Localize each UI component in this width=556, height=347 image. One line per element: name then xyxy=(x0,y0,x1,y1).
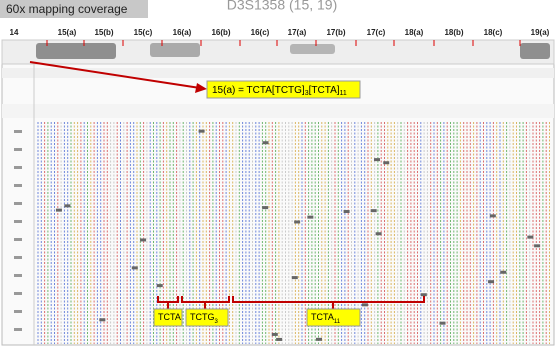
read-mark xyxy=(294,220,300,223)
overview-bar xyxy=(150,43,200,57)
annotation-text: [TCTA] xyxy=(309,85,340,96)
read-mark xyxy=(500,271,506,274)
read-mark xyxy=(362,303,368,306)
motif-label: TCTA xyxy=(158,312,181,322)
row-label xyxy=(14,310,22,313)
annotation: 15(a) = TCTA[TCTG]3[TCTA]11 xyxy=(212,85,347,97)
subscript: 11 xyxy=(340,90,347,97)
read-mark xyxy=(262,206,268,209)
read-mark xyxy=(440,322,446,325)
allele-label: 19(a) xyxy=(531,28,550,37)
row-label xyxy=(14,256,22,259)
overview-bar xyxy=(520,43,550,59)
read-mark xyxy=(307,216,313,219)
allele-label: 16(a) xyxy=(173,28,192,37)
annotation-text: 15(a) = TCTA[TCTG] xyxy=(212,85,305,96)
read-mark xyxy=(64,204,70,207)
ref-track xyxy=(2,104,554,118)
allele-label: 14 xyxy=(10,28,19,37)
row-label xyxy=(14,184,22,187)
read-mark xyxy=(276,338,282,341)
badge: 60x mapping coverage xyxy=(6,2,128,16)
allele-label: 17(b) xyxy=(326,28,345,37)
read-mark xyxy=(534,244,540,247)
read-mark xyxy=(263,141,269,144)
read-mark xyxy=(421,293,427,296)
read-mark xyxy=(344,210,350,213)
overview-bar xyxy=(290,44,335,54)
allele-label: 16(b) xyxy=(211,28,230,37)
read-mark xyxy=(371,209,377,212)
allele-label: 16(c) xyxy=(251,28,270,37)
read-mark xyxy=(272,333,278,336)
read-mark xyxy=(316,338,322,341)
row-label xyxy=(14,166,22,169)
allele-label: 17(a) xyxy=(288,28,307,37)
body: 60x mapping coverage D3S1358 (15, 19) 14… xyxy=(0,0,556,347)
row-label xyxy=(14,274,22,277)
allele-label: 17(c) xyxy=(367,28,386,37)
allele-label: 18(a) xyxy=(405,28,424,37)
motif-text: TCTG xyxy=(190,312,215,322)
title: D3S1358 (15, 19) xyxy=(227,0,338,13)
row-label xyxy=(14,148,22,151)
row-label xyxy=(14,130,22,133)
read-mark xyxy=(99,318,105,321)
read-mark xyxy=(132,266,138,269)
read-mark xyxy=(374,158,380,161)
read-mark xyxy=(490,214,496,217)
read-mark xyxy=(56,209,62,212)
subscript: 11 xyxy=(334,319,341,325)
read-mark xyxy=(140,238,146,241)
row-label xyxy=(14,328,22,331)
read-mark xyxy=(527,236,533,239)
read-mark xyxy=(199,130,205,133)
page: mapping coverage {"header":{"badge":"60x… xyxy=(0,0,556,347)
motif-text: TCTA xyxy=(311,312,334,322)
read-mark xyxy=(157,284,163,287)
allele-label: 15(a) xyxy=(58,28,77,37)
allele-label: 18(b) xyxy=(444,28,463,37)
allele-label: 15(c) xyxy=(134,28,153,37)
row-label xyxy=(14,292,22,295)
row-label xyxy=(14,220,22,223)
motif-text: TCTA xyxy=(158,312,181,322)
allele-label: 15(b) xyxy=(94,28,113,37)
read-mark xyxy=(383,161,389,164)
read-mark xyxy=(488,280,494,283)
figure: 60x mapping coverage D3S1358 (15, 19) 14… xyxy=(0,0,556,347)
read-mark xyxy=(376,232,382,235)
read-mark xyxy=(292,276,298,279)
overview-bar xyxy=(36,43,116,59)
row-label xyxy=(14,238,22,241)
allele-label: 18(c) xyxy=(484,28,503,37)
row-label xyxy=(14,202,22,205)
